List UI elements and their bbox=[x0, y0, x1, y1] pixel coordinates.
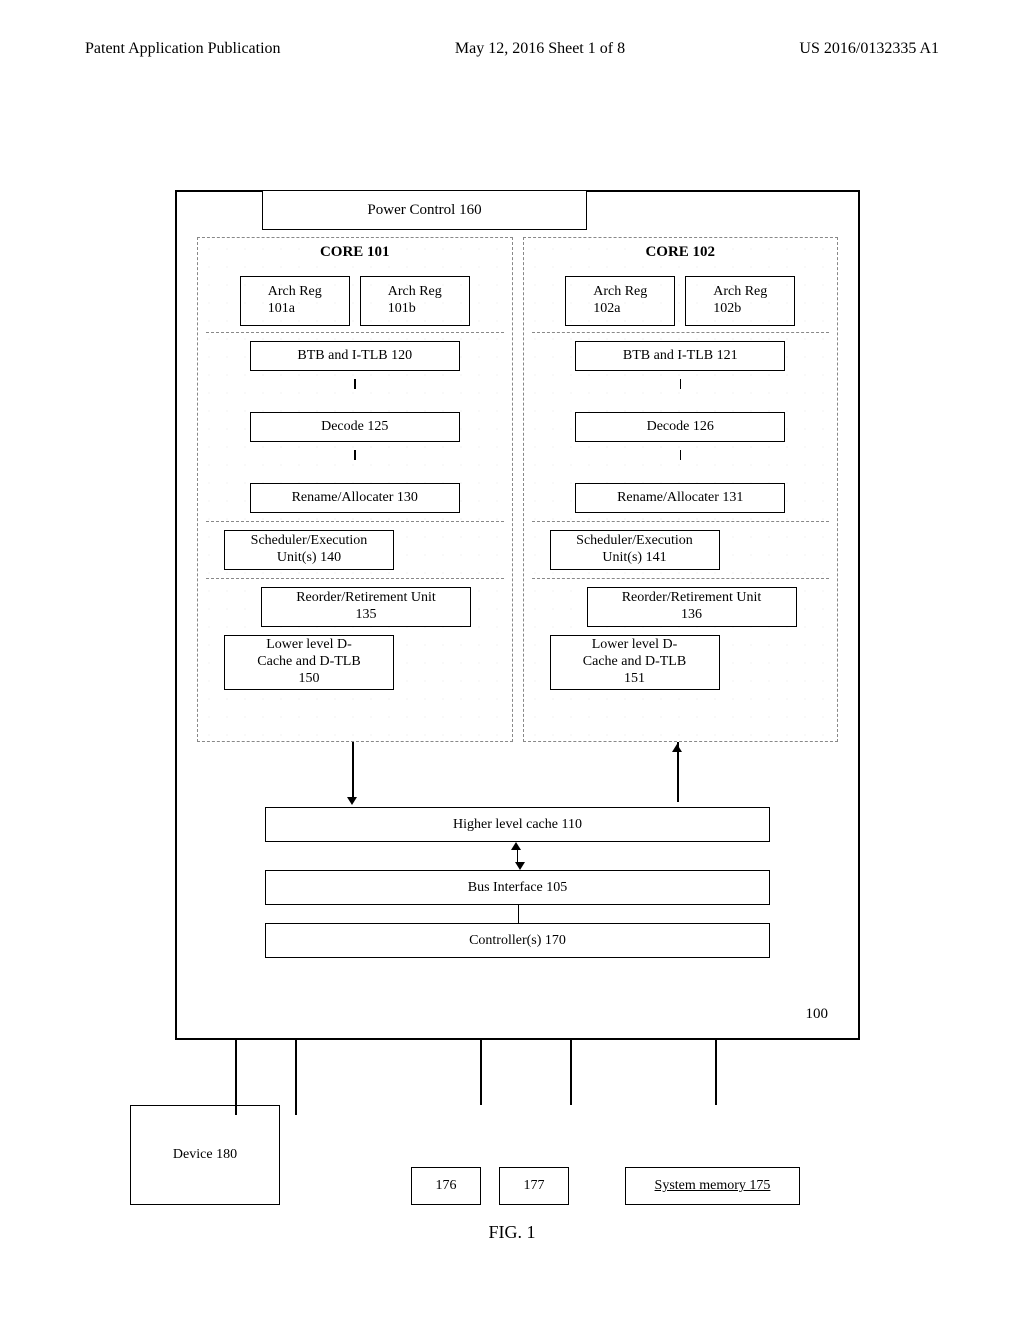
bottom-row: Device 180 176 177 System memory 175 bbox=[130, 1105, 900, 1205]
cache-bus-connector bbox=[511, 842, 525, 870]
btb-itlb-120: BTB and I-TLB 120 bbox=[250, 341, 460, 371]
system-memory-175: System memory 175 bbox=[625, 1167, 800, 1205]
decode-126: Decode 126 bbox=[575, 412, 785, 442]
lower-section: Higher level cache 110 Bus Interface 105… bbox=[177, 762, 858, 958]
rename-130: Rename/Allocater 130 bbox=[250, 483, 460, 513]
arch-reg-101a: Arch Reg 101a bbox=[240, 276, 350, 326]
sched-exec-141: Scheduler/Execution Unit(s) 141 bbox=[550, 530, 720, 570]
core-101: CORE 101 Arch Reg 101a Arch Reg 101b BTB… bbox=[197, 237, 513, 742]
processor-label: 100 bbox=[806, 1006, 829, 1023]
decode-125: Decode 125 bbox=[250, 412, 460, 442]
box-177: 177 bbox=[499, 1167, 569, 1205]
power-control-block: Power Control 160 bbox=[262, 190, 587, 230]
arch-reg-102a: Arch Reg 102a bbox=[565, 276, 675, 326]
dcache-150: Lower level D- Cache and D-TLB 150 bbox=[224, 635, 394, 690]
arch-reg-101b: Arch Reg 101b bbox=[360, 276, 470, 326]
header-center: May 12, 2016 Sheet 1 of 8 bbox=[455, 40, 625, 58]
bus-interface-105: Bus Interface 105 bbox=[265, 870, 770, 905]
reorder-136: Reorder/Retirement Unit 136 bbox=[587, 587, 797, 627]
core-102: CORE 102 Arch Reg 102a Arch Reg 102b BTB… bbox=[523, 237, 839, 742]
header-right: US 2016/0132335 A1 bbox=[799, 40, 939, 58]
controllers-170: Controller(s) 170 bbox=[265, 923, 770, 958]
core-101-arch-regs: Arch Reg 101a Arch Reg 101b bbox=[206, 276, 504, 326]
higher-cache-110: Higher level cache 110 bbox=[265, 807, 770, 842]
figure-label: FIG. 1 bbox=[488, 1222, 535, 1243]
core-102-title: CORE 102 bbox=[641, 244, 719, 261]
arch-reg-102b: Arch Reg 102b bbox=[685, 276, 795, 326]
box-176: 176 bbox=[411, 1167, 481, 1205]
power-control-label: Power Control 160 bbox=[367, 202, 481, 219]
processor-diagram: Power Control 160 CORE 101 Arch Reg 101a… bbox=[175, 190, 860, 1040]
dcache-151: Lower level D- Cache and D-TLB 151 bbox=[550, 635, 720, 690]
header-left: Patent Application Publication bbox=[85, 40, 281, 58]
rename-131: Rename/Allocater 131 bbox=[575, 483, 785, 513]
sched-exec-140: Scheduler/Execution Unit(s) 140 bbox=[224, 530, 394, 570]
reorder-135: Reorder/Retirement Unit 135 bbox=[261, 587, 471, 627]
cores-area: CORE 101 Arch Reg 101a Arch Reg 101b BTB… bbox=[197, 237, 838, 742]
core-102-arch-regs: Arch Reg 102a Arch Reg 102b bbox=[532, 276, 830, 326]
btb-itlb-121: BTB and I-TLB 121 bbox=[575, 341, 785, 371]
page-header: Patent Application Publication May 12, 2… bbox=[0, 0, 1024, 58]
core-101-title: CORE 101 bbox=[316, 244, 394, 261]
device-180: Device 180 bbox=[130, 1105, 280, 1205]
